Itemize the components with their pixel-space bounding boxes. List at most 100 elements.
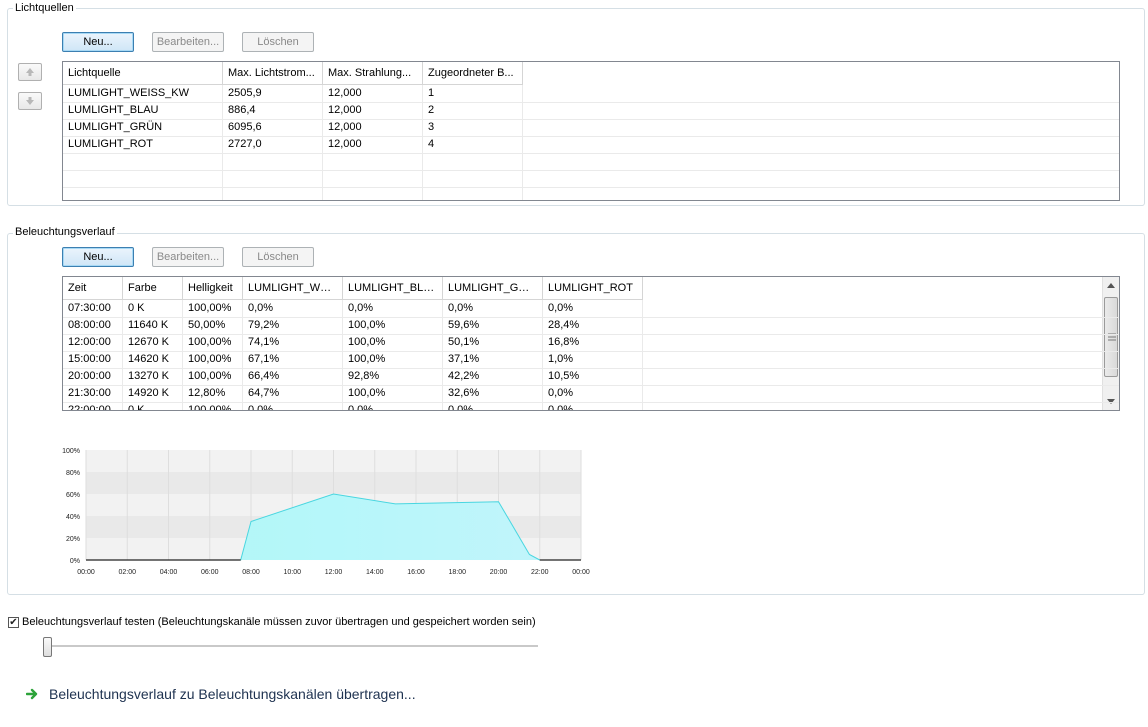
table-cell: 12,000 [323,85,423,102]
table-cell: 12,000 [323,136,423,153]
table-cell: 0 K [123,300,183,317]
table-cell [423,170,523,187]
table-row[interactable]: 12:00:00 12670 K 100,00% 74,1% 100,0% 50,1% 16… [63,334,1119,352]
verlauf-table-header: Zeit Farbe Helligkeit LUMLIGHT_WEI... LUMLIG… [63,277,643,300]
table-cell: 21:30:00 [63,385,123,402]
test-label[interactable]: Beleuchtungsverlauf testen (Beleuchtungs… [22,616,536,628]
chart-y-tick-label: 20% [66,536,80,543]
verlauf-column-header[interactable]: Helligkeit [183,277,243,299]
lichtquellen-delete-button[interactable]: Löschen [242,32,314,52]
table-cell [63,170,223,187]
table-cell: 100,00% [183,300,243,317]
verlauf-column-header[interactable]: Farbe [123,277,183,299]
table-cell: 07:30:00 [63,300,123,317]
table-cell: 886,4 [223,102,323,119]
table-cell: 100,0% [343,334,443,351]
verlauf-column-header[interactable]: LUMLIGHT_WEI... [243,277,343,299]
lichtquellen-title: Lichtquellen [13,2,76,14]
table-row[interactable]: LUMLIGHT_ROT 2727,0 12,000 4 [63,136,1119,154]
table-row[interactable]: 15:00:00 14620 K 100,00% 67,1% 100,0% 37,1% 1,… [63,351,1119,369]
table-cell: 20:00:00 [63,368,123,385]
table-row[interactable]: 22:00:00 0 K 100,00% 0,0% 0,0% 0,0% 0,0% [63,402,1119,410]
scroll-down-icon[interactable] [1107,399,1115,405]
test-slider[interactable] [43,636,540,658]
move-up-button[interactable] [18,63,42,81]
table-cell: 66,4% [243,368,343,385]
table-cell: 0,0% [343,402,443,410]
table-cell: LUMLIGHT_GRÜN [63,119,223,136]
lichtquellen-column-header[interactable]: Max. Strahlung... [323,62,423,84]
table-cell: 100,0% [343,317,443,334]
table-cell: 14920 K [123,385,183,402]
table-cell: 12,80% [183,385,243,402]
table-row[interactable]: 21:30:00 14920 K 12,80% 64,7% 100,0% 32,6% 0,0… [63,385,1119,403]
table-cell: 28,4% [543,317,643,334]
table-cell: 3 [423,119,523,136]
table-cell: LUMLIGHT_ROT [63,136,223,153]
lichtquellen-new-button[interactable]: Neu... [62,32,134,52]
table-cell: 100,0% [343,351,443,368]
table-cell: 92,8% [343,368,443,385]
empty-row [63,187,1119,200]
lichtquellen-column-header[interactable]: Max. Lichtstrom... [223,62,323,84]
chart-y-tick-label: 80% [66,470,80,477]
table-row[interactable]: LUMLIGHT_WEISS_KW 2505,9 12,000 1 [63,85,1119,103]
chart-x-tick-label: 10:00 [283,569,301,576]
table-cell: 12,000 [323,119,423,136]
verlauf-column-header[interactable]: LUMLIGHT_GRÜN [443,277,543,299]
scroll-up-icon[interactable] [1107,282,1115,288]
move-down-button[interactable] [18,92,42,110]
slider-track [44,645,538,648]
table-cell: 50,00% [183,317,243,334]
verlauf-column-header[interactable]: Zeit [63,277,123,299]
table-cell: 22:00:00 [63,402,123,410]
lichtquellen-column-header[interactable]: Lichtquelle [63,62,223,84]
table-cell: 0,0% [443,300,543,317]
table-row[interactable]: LUMLIGHT_BLAU 886,4 12,000 2 [63,102,1119,120]
test-checkbox[interactable]: ✔ [8,617,19,628]
lichtquellen-edit-button[interactable]: Bearbeiten... [152,32,224,52]
verlauf-group [7,233,1145,595]
verlauf-column-header[interactable]: LUMLIGHT_ROT [543,277,643,299]
lichtquellen-table[interactable]: Lichtquelle Max. Lichtstrom... Max. Strahl… [62,61,1120,201]
lichtquellen-column-header[interactable]: Zugeordneter B... [423,62,523,84]
verlauf-title: Beleuchtungsverlauf [13,226,117,238]
chart-x-tick-label: 06:00 [201,569,219,576]
table-cell [423,187,523,200]
table-cell: 0,0% [543,402,643,410]
arrow-up-icon [26,68,34,76]
transfer-link[interactable]: Beleuchtungsverlauf zu Beleuchtungskanäl… [26,686,416,702]
verlauf-chart: 0% 20% 40% 60% 80% 100% 00:00 02:00 04:00 06:00 08… [62,448,590,576]
chart-x-tick-label: 00:00 [77,569,95,576]
chart-y-tick-label: 100% [62,448,80,455]
table-row[interactable]: 07:30:00 0 K 100,00% 0,0% 0,0% 0,0% 0,0% [63,300,1119,318]
chart-line [86,493,581,561]
verlauf-table[interactable]: Zeit Farbe Helligkeit LUMLIGHT_WEI... LUMLIG… [62,276,1120,411]
table-cell: 0,0% [243,402,343,410]
verlauf-column-header[interactable]: LUMLIGHT_BLAU [343,277,443,299]
table-cell: 0,0% [543,300,643,317]
chart-x-tick-label: 00:00 [572,569,590,576]
table-row[interactable]: 08:00:00 11640 K 50,00% 79,2% 100,0% 59,6% 28,… [63,317,1119,335]
table-cell: 64,7% [243,385,343,402]
chart-x-tick-label: 16:00 [407,569,425,576]
table-cell: 15:00:00 [63,351,123,368]
table-row[interactable]: LUMLIGHT_GRÜN 6095,6 12,000 3 [63,119,1119,137]
verlauf-delete-button[interactable]: Löschen [242,247,314,267]
table-cell: 67,1% [243,351,343,368]
table-cell: 100,00% [183,334,243,351]
table-cell [323,187,423,200]
empty-row [63,153,1119,171]
table-cell: 100,00% [183,351,243,368]
table-cell: 12:00:00 [63,334,123,351]
table-cell: 42,2% [443,368,543,385]
table-cell: LUMLIGHT_WEISS_KW [63,85,223,102]
table-cell: 0,0% [343,300,443,317]
table-cell: 2505,9 [223,85,323,102]
slider-thumb[interactable] [43,637,52,657]
table-cell: 08:00:00 [63,317,123,334]
table-row[interactable]: 20:00:00 13270 K 100,00% 66,4% 92,8% 42,2% 10,… [63,368,1119,386]
verlauf-new-button[interactable]: Neu... [62,247,134,267]
verlauf-edit-button[interactable]: Bearbeiten... [152,247,224,267]
table-cell: 59,6% [443,317,543,334]
